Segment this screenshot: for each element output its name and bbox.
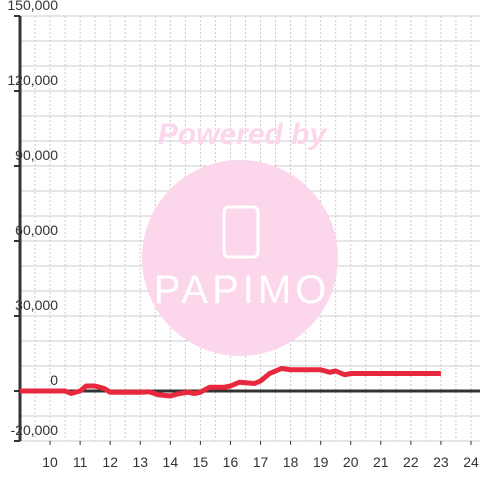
y-tick-label: 60,000 (15, 222, 58, 238)
x-tick-label: 10 (42, 454, 58, 470)
x-tick-label: 18 (283, 454, 299, 470)
line (20, 366, 441, 399)
watermark-logo: PAPIMO (154, 268, 331, 312)
x-tick-label: 15 (193, 454, 209, 470)
watermark: Powered by PAPIMO (142, 118, 338, 356)
x-tick-label: 13 (132, 454, 148, 470)
x-tick-label: 21 (373, 454, 389, 470)
x-tick-label: 17 (253, 454, 269, 470)
x-tick-label: 24 (463, 454, 479, 470)
y-tick-label: 0 (50, 372, 58, 388)
watermark-phone (222, 205, 260, 259)
x-tick-label: 14 (163, 454, 179, 470)
y-tick-label: 120,000 (7, 72, 58, 88)
x-tick-label: 16 (223, 454, 239, 470)
x-tick-label: 11 (73, 454, 88, 470)
x-tick-label: 19 (313, 454, 329, 470)
y-tick-label: 150,000 (7, 0, 58, 13)
y-tick-label: -20,000 (11, 422, 59, 438)
y-tick-label: 30,000 (15, 297, 58, 313)
x-tick-label: 23 (433, 454, 449, 470)
x-tick-label: 20 (343, 454, 359, 470)
y-tick-label: 90,000 (15, 147, 58, 163)
watermark-text: Powered by (158, 118, 328, 151)
x-tick-label: 22 (403, 454, 419, 470)
x-tick-label: 12 (102, 454, 118, 470)
